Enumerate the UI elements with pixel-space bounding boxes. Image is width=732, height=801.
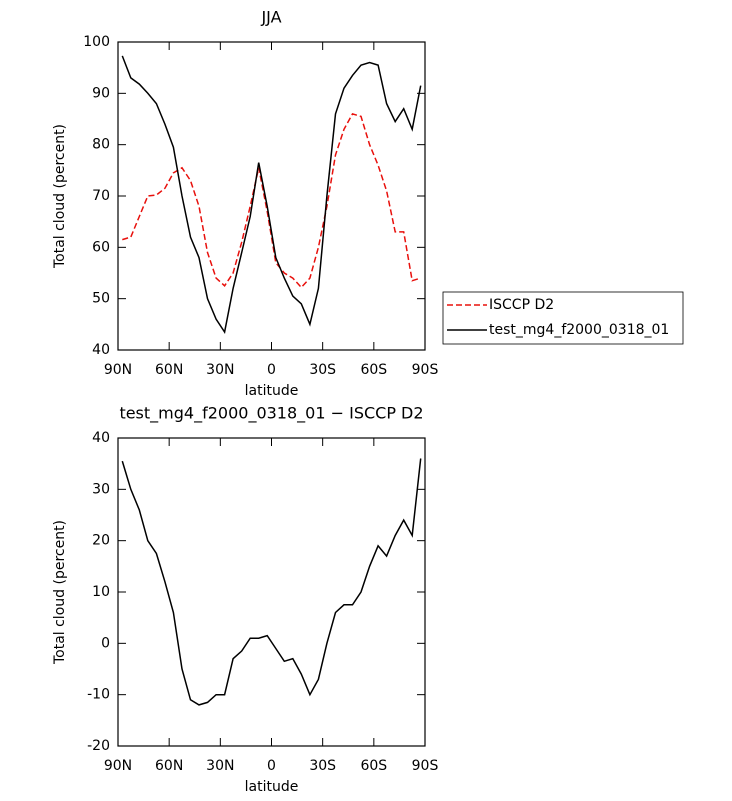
y-tick-label: 20 [92,533,110,549]
series-line [122,113,421,289]
y-tick-label: 10 [92,584,110,600]
y-tick-label: 0 [101,635,110,651]
x-tick-label: 0 [267,758,276,774]
x-tick-label: 0 [267,362,276,378]
x-tick-label: 90S [412,758,439,774]
x-tick-label: 30N [206,758,234,774]
y-tick-label: -10 [87,687,110,703]
y-tick-label: 80 [92,137,110,153]
y-axis-label: Total cloud (percent) [52,124,68,269]
plot-frame [117,41,426,351]
x-axis-label: latitude [245,779,299,795]
x-tick-label: 90N [104,758,132,774]
chart-title: test_mg4_f2000_0318_01 − ISCCP D2 [119,404,423,424]
y-tick-label: 40 [92,430,110,446]
x-tick-label: 60N [155,362,183,378]
x-axis-label: latitude [245,383,299,399]
chart-title: JJA [260,8,281,27]
x-tick-label: 60N [155,758,183,774]
y-tick-label: 50 [92,291,110,307]
series-line [121,55,422,334]
y-tick-label: 100 [83,34,110,50]
x-tick-label: 30S [309,758,336,774]
x-tick-label: 90N [104,362,132,378]
y-tick-label: 60 [92,239,110,255]
plot-frame [117,437,426,747]
series-line [121,458,422,706]
legend-label: ISCCP D2 [489,297,554,313]
x-tick-label: 30S [309,362,336,378]
y-tick-label: 70 [92,188,110,204]
legend-box [442,291,684,345]
y-tick-label: 40 [92,342,110,358]
x-tick-label: 90S [412,362,439,378]
legend-label: test_mg4_f2000_0318_01 [489,322,669,338]
y-tick-label: 30 [92,481,110,497]
y-tick-label: -20 [87,738,110,754]
x-tick-label: 60S [360,758,387,774]
x-tick-label: 60S [360,362,387,378]
y-axis-label: Total cloud (percent) [52,520,68,665]
y-tick-label: 90 [92,85,110,101]
x-tick-label: 30N [206,362,234,378]
